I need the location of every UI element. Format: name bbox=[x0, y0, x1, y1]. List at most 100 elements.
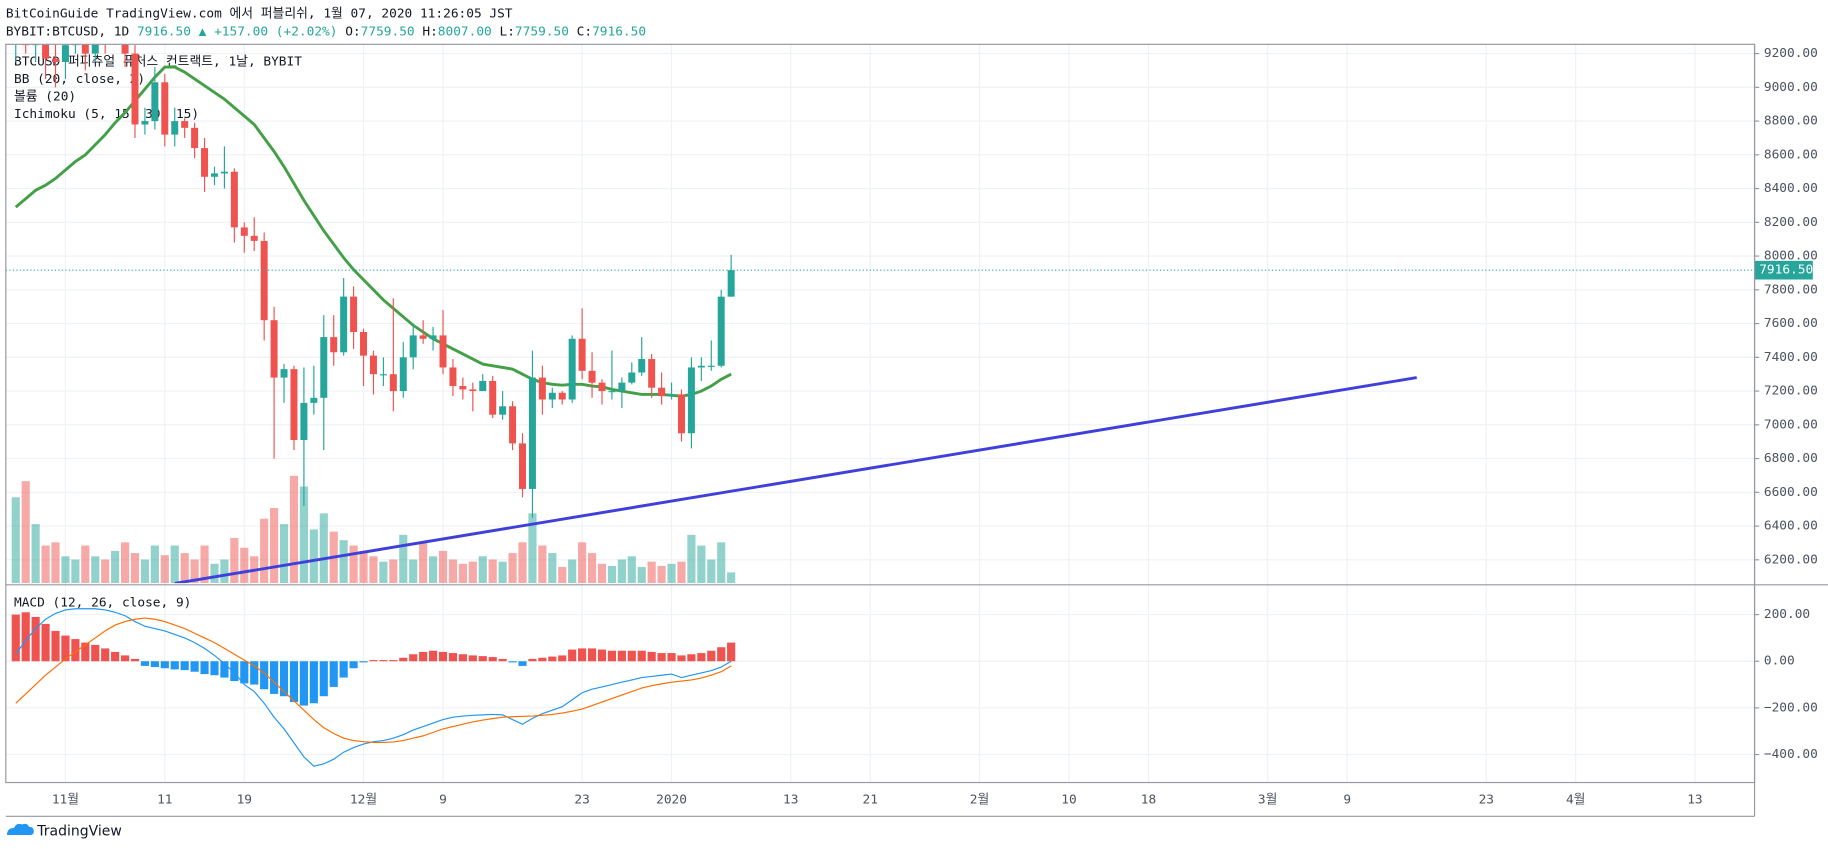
volume-bar bbox=[607, 565, 617, 584]
volume-bar bbox=[21, 481, 30, 584]
candle-body bbox=[668, 394, 676, 397]
macd-histogram-bar bbox=[101, 648, 110, 662]
volume-bar bbox=[498, 561, 507, 584]
macd-histogram-bar bbox=[319, 661, 328, 697]
macd-histogram-bar bbox=[727, 642, 736, 662]
axes: 6200.00 6400.00 6600.00 6800.00 7000.00 7200.… bbox=[52, 46, 1818, 807]
macd-histogram-bar bbox=[428, 650, 438, 662]
volume-bar bbox=[160, 555, 169, 584]
ohlc-value: 7759.50 bbox=[515, 24, 569, 39]
volume-bar bbox=[419, 542, 428, 584]
volume-bar bbox=[548, 553, 557, 584]
x-tick-label: 11 bbox=[157, 793, 172, 808]
y-tick-label: 7200.00 bbox=[1764, 384, 1818, 399]
x-tick-label: 4월 bbox=[1566, 793, 1586, 808]
macd-histogram-bar bbox=[279, 661, 289, 697]
macd-pane: MACD (12, 26, close, 9) bbox=[11, 595, 736, 767]
macd-histogram-bar bbox=[677, 655, 686, 662]
candle-body bbox=[489, 380, 497, 415]
macd-histogram-bar bbox=[458, 654, 467, 662]
volume-bar bbox=[578, 542, 587, 584]
candle-body bbox=[121, 44, 129, 54]
x-tick-label: 23 bbox=[574, 793, 589, 808]
logo bbox=[6, 823, 34, 836]
macd-histogram-bar bbox=[31, 616, 40, 662]
candle-body bbox=[350, 296, 358, 333]
x-tick-label: 2월 bbox=[970, 793, 990, 808]
candle-body bbox=[697, 365, 705, 368]
volume-bar bbox=[597, 563, 607, 584]
candle-body bbox=[469, 389, 477, 392]
volume-bar bbox=[61, 556, 70, 584]
macd-histogram-bar bbox=[607, 650, 617, 662]
y-tick-label: 7000.00 bbox=[1764, 417, 1818, 432]
volume-bar bbox=[538, 545, 547, 584]
macd-histogram-bar bbox=[120, 655, 130, 662]
candle-body bbox=[558, 392, 566, 400]
macd-histogram-bar bbox=[697, 653, 706, 662]
macd-histogram-bar bbox=[210, 661, 219, 676]
volume-bar bbox=[51, 542, 60, 584]
volume-bar bbox=[399, 534, 408, 584]
macd-histogram-bar bbox=[468, 655, 477, 662]
x-tick-label: 21 bbox=[863, 793, 878, 808]
volume-bar bbox=[190, 559, 199, 584]
volume-bar bbox=[81, 545, 90, 584]
brand: TradingView bbox=[36, 824, 121, 840]
volume-bar bbox=[71, 559, 80, 584]
legend-entry: Ichimoku (5, 15, 30, 15) bbox=[14, 107, 199, 122]
macd-histogram-bar bbox=[399, 657, 408, 662]
macd-histogram-bar bbox=[409, 654, 418, 662]
published-note: BitCoinGuide TradingView.com 에서 퍼블리쉬, 1월… bbox=[6, 6, 513, 21]
macd-histogram-bar bbox=[200, 661, 209, 675]
volume-bar bbox=[309, 529, 318, 584]
macd-histogram-bar bbox=[538, 657, 547, 662]
volume-bar bbox=[558, 567, 567, 584]
macd-histogram-bar bbox=[240, 661, 249, 684]
volume-bar bbox=[170, 545, 179, 584]
macd-histogram-bar bbox=[707, 650, 716, 662]
x-tick-label: 13 bbox=[783, 793, 798, 808]
macd-histogram-bar bbox=[488, 657, 497, 662]
candle-body bbox=[81, 44, 89, 54]
macd-histogram-bar bbox=[11, 614, 20, 662]
macd-histogram-bar bbox=[21, 612, 30, 662]
candle-body bbox=[290, 369, 298, 441]
macd-histogram-bar bbox=[260, 661, 269, 690]
macd-histogram-bar bbox=[359, 661, 368, 663]
macd-histogram-bar bbox=[180, 661, 189, 671]
candle-body bbox=[379, 374, 387, 376]
macd-histogram-bar bbox=[220, 661, 229, 678]
macd-histogram-bar bbox=[289, 661, 299, 703]
volume-bar bbox=[230, 538, 239, 584]
candle-body bbox=[61, 45, 69, 63]
candle-body bbox=[161, 82, 169, 135]
candle-body bbox=[727, 270, 735, 297]
symbol: BYBIT:BTCUSD, 1D bbox=[6, 24, 129, 39]
volume-bar bbox=[111, 550, 120, 584]
volume-bar bbox=[627, 556, 636, 584]
candle-body bbox=[210, 173, 218, 177]
macd-histogram-bar bbox=[617, 650, 626, 662]
volume-bar bbox=[478, 556, 487, 584]
volume-bar bbox=[150, 545, 159, 584]
y-tick-label: 6800.00 bbox=[1764, 451, 1818, 466]
macd-histogram-bar bbox=[687, 654, 696, 662]
ohlc-label: H: bbox=[422, 24, 437, 39]
y-tick-label: 9000.00 bbox=[1764, 80, 1818, 95]
volume-bar bbox=[91, 556, 100, 584]
macd-histogram-bar bbox=[587, 648, 597, 662]
volume-bar bbox=[428, 556, 438, 584]
macd-histogram-bar bbox=[389, 660, 398, 662]
candle-body bbox=[389, 374, 397, 392]
volume-bar bbox=[120, 542, 130, 584]
y-tick-label: 7400.00 bbox=[1764, 350, 1818, 365]
candle-body bbox=[499, 406, 507, 415]
candle-body bbox=[360, 332, 368, 356]
volume-bar bbox=[210, 563, 219, 584]
volume-bar bbox=[240, 547, 249, 584]
volume-bar bbox=[220, 559, 229, 584]
candle-body bbox=[449, 367, 457, 387]
candle-body bbox=[618, 382, 626, 392]
